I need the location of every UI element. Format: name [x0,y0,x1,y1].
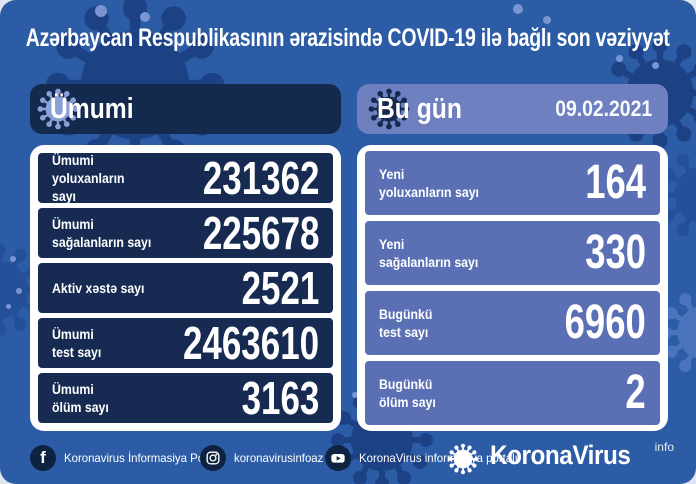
stat-label: Bugünkü test sayı [379,305,433,340]
today-panel: Bu gün 09.02.2021 Yeni yoluxanların sayı … [357,84,668,431]
koronavirus-info-logo: KoronaVirus info [445,440,674,477]
stat-label: Aktiv xəstə sayı [52,279,145,296]
totals-panel-body: Ümumi yoluxanların sayı 231362 Ümumi sağal… [30,145,341,431]
stat-row-total-infected: Ümumi yoluxanların sayı 231362 [38,151,333,205]
stat-label: Bugünkü ölüm sayı [379,375,436,410]
stat-value: 330 [585,226,646,279]
facebook-label: Koronavirus İnformasiya Portalı [64,451,224,465]
stat-value: 6960 [564,296,646,349]
today-panel-header: Bu gün 09.02.2021 [357,84,668,134]
totals-panel: Ümumi Ümumi yoluxanların sayı 231362 Ümum… [30,84,341,431]
dot-decoration [95,5,107,17]
footer: f Koronavirus İnformasiya Portalı korona… [0,432,696,484]
report-date: 09.02.2021 [555,96,652,121]
dot-decoration [140,12,150,22]
totals-panel-header: Ümumi [30,84,341,134]
stat-value: 164 [585,156,646,209]
dot-decoration [616,55,623,62]
dot-decoration [16,288,22,294]
instagram-icon [200,445,226,471]
dot-decoration [543,16,551,24]
stat-label: Ümumi ölüm sayı [52,380,109,415]
stat-row-new-infected: Yeni yoluxanların sayı 164 [365,151,660,215]
facebook-link[interactable]: f Koronavirus İnformasiya Portalı [30,445,231,471]
instagram-link[interactable]: koronavirusinfoaz [200,445,328,471]
stat-label: Yeni sağalanların sayı [379,235,479,270]
stat-row-today-deaths: Bugünkü ölüm sayı 2 [365,361,660,425]
dot-decoration [513,4,523,14]
youtube-icon [325,445,351,471]
stat-row-new-recovered: Yeni sağalanların sayı 330 [365,221,660,285]
stat-value: 225678 [202,207,319,259]
stat-row-total-deaths: Ümumi ölüm sayı 3163 [38,373,333,423]
stat-value: 3163 [241,372,319,424]
facebook-icon: f [30,445,56,471]
stat-value: 2463610 [182,317,319,369]
stat-row-total-recovered: Ümumi sağalanların sayı 225678 [38,208,333,258]
dot-decoration [652,62,659,69]
virus-icon [445,441,481,477]
stat-value: 231362 [202,152,319,204]
today-panel-body: Yeni yoluxanların sayı 164 Yeni sağalanlar… [357,145,668,431]
stat-label: Ümumi yoluxanların sayı [52,151,125,205]
youtube-label: KoronaVirus informasiya portalı [359,451,518,465]
stat-row-total-tests: Ümumi test sayı 2463610 [38,318,333,368]
instagram-label: koronavirusinfoaz [234,451,324,465]
logo-superscript: info [654,440,674,454]
page-title: Azərbaycan Respublikasının ərazisində CO… [26,24,670,52]
stat-label: Yeni yoluxanların sayı [379,165,479,200]
stat-value: 2521 [241,262,319,314]
dot-decoration [352,392,358,398]
stat-label: Ümumi test sayı [52,325,102,360]
stat-row-active-cases: Aktiv xəstə sayı 2521 [38,263,333,313]
today-panel-title: Bu gün [377,92,462,125]
dot-decoration [10,256,16,262]
logo-text: KoronaVirus [489,440,631,470]
stat-row-today-tests: Bugünkü test sayı 6960 [365,291,660,355]
totals-panel-title: Ümumi [50,92,134,125]
stat-label: Ümumi sağalanların sayı [52,215,152,250]
youtube-link[interactable]: KoronaVirus informasiya portalı [325,445,526,471]
stat-value: 2 [625,366,646,419]
dot-decoration [6,304,11,309]
